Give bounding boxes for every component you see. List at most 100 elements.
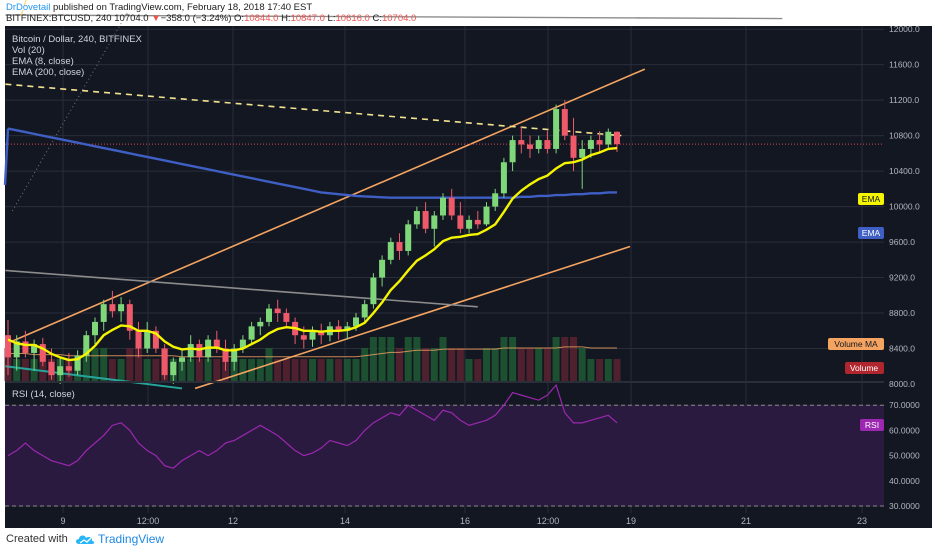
volume-bar: [326, 359, 334, 381]
ema200-path-lead: [3, 128, 10, 186]
candle-body: [570, 135, 577, 158]
volume-bar: [413, 337, 421, 381]
volume-bar: [335, 359, 343, 381]
candle-body: [353, 317, 359, 327]
candle-body: [257, 321, 264, 327]
candle-body: [126, 304, 133, 331]
candle-body: [387, 242, 394, 260]
price-tick-label: 10000.0: [889, 202, 920, 212]
time-tick-label: 16: [460, 516, 470, 526]
ohlc-high: 10847.0: [290, 13, 325, 24]
rsi-tick-label: 40.0000: [889, 476, 920, 486]
volume-bar: [604, 359, 612, 381]
volume-bar: [448, 348, 456, 381]
volume-bar: [187, 359, 195, 381]
volume-bar: [587, 359, 595, 381]
volume-bar: [135, 348, 142, 381]
rsi-band: [5, 405, 884, 506]
candle-body: [405, 224, 412, 251]
candle-body: [239, 339, 246, 349]
trendline-gray-horizontal[interactable]: [5, 14, 783, 20]
tradingview-cloud-icon[interactable]: [74, 532, 96, 546]
price-scale[interactable]: 8000.0 8400.0 8800.0 9200.0 9600.0 10000.0 104…: [889, 0, 920, 389]
tradingview-brand-link[interactable]: TradingView: [98, 532, 165, 546]
ohlc-open-label: O:: [234, 13, 245, 24]
ohlc-high-label: H:: [281, 13, 291, 24]
candle-body: [492, 193, 499, 207]
candle-body: [422, 211, 429, 229]
price-tick-label: 10400.0: [889, 166, 920, 176]
ohlc-close: 10704.0: [381, 13, 417, 24]
volume-bar: [91, 348, 99, 381]
time-tick-label: 12:00: [137, 516, 160, 526]
volume-bar: [108, 359, 116, 381]
price-tick-label: 8800.0: [889, 308, 915, 318]
volume-bar: [526, 348, 534, 381]
volume-bar: [570, 337, 577, 381]
author-link[interactable]: DrDovetail: [6, 2, 51, 13]
down-arrow-icon: ▼: [151, 13, 161, 24]
trendline-dotted-gray[interactable]: [11, 11, 129, 212]
price-tick-label: 9200.0: [889, 273, 915, 283]
time-axis-background: [5, 513, 932, 528]
volume-bar: [309, 359, 316, 381]
ema200-tag: EMA: [862, 228, 881, 238]
symbol-line: BITFINEX:BTCUSD, 240 10704.0 ▼−358.0 (−3…: [6, 13, 416, 25]
volume-bar: [143, 359, 151, 381]
rsi-tick-label: 60.0000: [889, 425, 920, 435]
volume-bar: [404, 337, 412, 381]
volume-ma-tag: Volume MA: [834, 339, 878, 349]
rsi-scale[interactable]: 30.0000 40.0000 50.0000 60.0000 70.0000: [889, 400, 920, 511]
volume-bar: [483, 348, 490, 381]
candle-body: [74, 355, 81, 371]
published-text: published on TradingView.com, February 1…: [50, 2, 313, 13]
trendline-channel-lower[interactable]: [194, 245, 631, 390]
ema8-path: [7, 146, 618, 362]
candle-body: [222, 348, 229, 362]
candle-body: [614, 131, 620, 145]
candle-body: [483, 206, 490, 225]
axis-tags: Volume MA Volume EMA EMA RSI: [828, 193, 884, 431]
candle-body: [57, 366, 64, 376]
trendline-dashed-yellow[interactable]: [5, 83, 622, 137]
rsi-path: [7, 383, 618, 469]
candle-body: [466, 219, 473, 229]
candle-body: [248, 326, 255, 340]
volume-bar: [439, 337, 447, 381]
price-tick-label: 12000.0: [889, 24, 920, 34]
volume-bar: [213, 359, 221, 381]
last-price: 10704.0: [114, 13, 149, 24]
candle-body: [318, 330, 325, 336]
time-tick-label: 12: [228, 516, 238, 526]
legend-title: Bitcoin / Dollar, 240, BITFINEX: [12, 34, 143, 45]
candle-body: [448, 197, 455, 216]
price-tick-label: 11600.0: [889, 60, 919, 70]
volume-bar: [152, 359, 160, 381]
rsi-tick-label: 50.0000: [889, 451, 920, 461]
volume-bar: [613, 359, 621, 381]
price-change: −358.0 (−3.24%): [160, 13, 232, 24]
candle-body: [309, 330, 316, 340]
volume-ma-line: [8, 346, 617, 358]
volume-bar: [535, 348, 543, 381]
volume-bar: [378, 337, 386, 381]
candle-body: [22, 341, 29, 353]
candle-body: [457, 215, 464, 229]
trendline-gray-descending[interactable]: [5, 269, 478, 308]
trendline-teal-lower[interactable]: [5, 365, 183, 390]
candle-body: [266, 308, 272, 322]
rsi-tick-label: 30.0000: [889, 501, 920, 511]
candle-body: [231, 348, 238, 362]
candle-body: [109, 304, 116, 312]
volume-bar: [456, 348, 464, 381]
candle-body: [118, 304, 125, 312]
candle-body: [100, 304, 107, 322]
time-tick-label: 23: [857, 516, 867, 526]
volume-bar: [361, 348, 369, 381]
candle-body: [535, 140, 542, 149]
candle-body: [48, 361, 55, 376]
candle-body: [39, 344, 46, 362]
time-axis[interactable]: 9 12:00 12 14 16 12:00 19 21 23: [60, 516, 867, 526]
